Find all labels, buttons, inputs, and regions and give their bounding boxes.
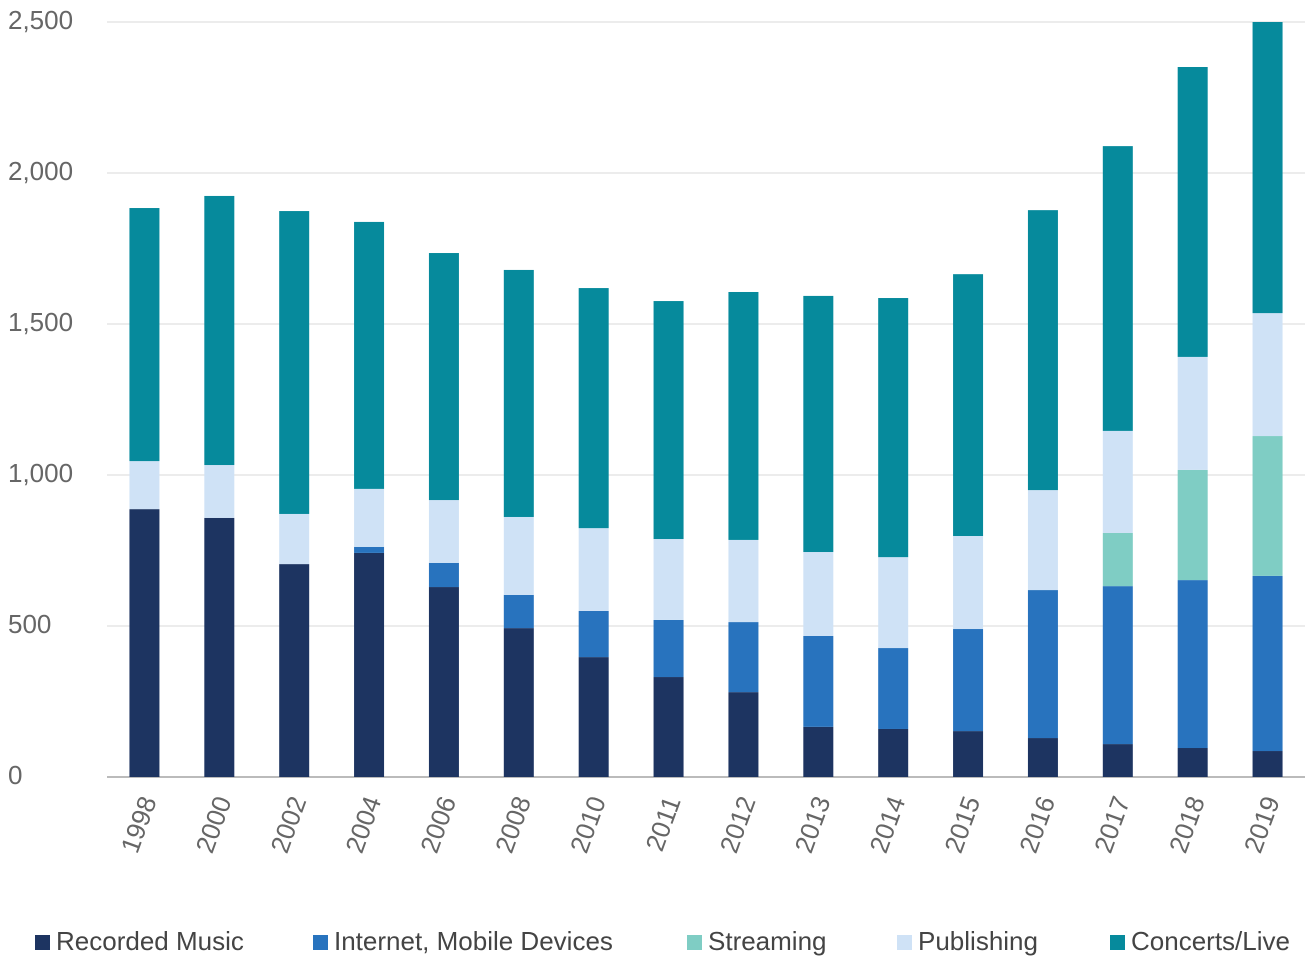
bar-segment — [803, 726, 834, 777]
legend-label: Publishing — [918, 926, 1038, 956]
bar-segment — [428, 587, 459, 777]
legend-label: Recorded Music — [56, 926, 244, 956]
legend-label: Concerts/Live — [1131, 926, 1290, 956]
bar-segment — [503, 594, 534, 629]
bar-segment — [503, 269, 534, 517]
bar-segment — [878, 728, 909, 777]
bar-segment — [204, 517, 235, 777]
bar-segment — [279, 564, 310, 777]
bar-segment — [354, 552, 385, 777]
legend-marker — [35, 935, 50, 950]
bar-segment — [204, 465, 235, 518]
y-tick-label: 2,000 — [8, 156, 73, 186]
y-tick-label: 500 — [8, 609, 51, 639]
bar-segment — [1252, 575, 1283, 752]
bar-segment — [1177, 748, 1208, 777]
bar-segment — [1102, 586, 1133, 745]
legend-marker — [897, 935, 912, 950]
bar-segment — [1027, 590, 1058, 739]
bar-segment — [503, 628, 534, 777]
bar-segment — [1177, 580, 1208, 749]
legend-marker — [313, 935, 328, 950]
bar-segment — [578, 610, 609, 658]
bar-segment — [578, 657, 609, 777]
bar-segment — [578, 288, 609, 529]
bar-segment — [129, 461, 160, 510]
legend-marker — [1110, 935, 1125, 950]
bar-segment — [578, 528, 609, 611]
y-tick-label: 1,000 — [8, 458, 73, 488]
bar-segment — [129, 509, 160, 777]
bar-segment — [653, 677, 684, 777]
bar-segment — [878, 298, 909, 558]
bar-segment — [1177, 66, 1208, 357]
y-tick-label: 0 — [8, 760, 22, 790]
bar-segment — [953, 629, 984, 732]
x-tick-label: 2010 — [564, 792, 612, 857]
x-tick-label: 2014 — [863, 792, 911, 857]
bar-segment — [1252, 313, 1283, 437]
x-tick-label: 2019 — [1238, 792, 1286, 857]
bar-segment — [1027, 738, 1058, 777]
bar-segment — [878, 557, 909, 649]
bar-segment — [428, 253, 459, 501]
y-tick-label: 2,500 — [8, 5, 73, 35]
bar-segment — [204, 195, 235, 466]
bar-segment — [803, 635, 834, 727]
bar-segment — [803, 295, 834, 553]
bar-segment — [354, 221, 385, 489]
x-tick-label: 2000 — [189, 792, 237, 857]
bar-segment — [803, 552, 834, 636]
bar-segment — [428, 500, 459, 563]
bar-segment — [728, 692, 759, 777]
bar-segment — [653, 539, 684, 620]
bar-segment — [953, 536, 984, 630]
legend-label: Internet, Mobile Devices — [334, 926, 613, 956]
bar-segment — [728, 291, 759, 540]
bar-segment — [354, 546, 385, 553]
x-tick-label: 2015 — [938, 792, 986, 857]
bar-segment — [1177, 356, 1208, 470]
bar-segment — [354, 488, 385, 547]
x-tick-label: 2004 — [339, 792, 387, 857]
x-tick-label: 2013 — [788, 792, 836, 857]
bar-segment — [728, 622, 759, 693]
bar-segment — [1102, 532, 1133, 587]
bar-segment — [728, 539, 759, 623]
x-tick-label: 2008 — [489, 792, 537, 857]
bar-segment — [953, 731, 984, 777]
bar-segment — [878, 648, 909, 729]
bar-segment — [1177, 469, 1208, 581]
bar-segment — [1102, 430, 1133, 533]
legend-label: Streaming — [708, 926, 827, 956]
bar-segment — [279, 211, 310, 514]
bar-segment — [653, 301, 684, 540]
x-tick-label: 2011 — [639, 792, 686, 855]
x-tick-label: 2017 — [1088, 792, 1136, 857]
bar-segment — [1027, 490, 1058, 591]
bar-segment — [953, 274, 984, 537]
x-tick-label: 2012 — [714, 792, 762, 857]
x-tick-label: 2016 — [1013, 792, 1061, 857]
x-tick-label: 2006 — [414, 792, 462, 857]
bar-segment — [503, 516, 534, 595]
x-tick-label: 1998 — [115, 792, 163, 857]
bar-segment — [1027, 210, 1058, 491]
y-tick-label: 1,500 — [8, 307, 73, 337]
bar-segment — [1102, 146, 1133, 431]
x-tick-label: 2018 — [1163, 792, 1211, 857]
bar-segment — [1252, 22, 1283, 314]
bar-segment — [1252, 436, 1283, 576]
bar-segment — [129, 208, 160, 462]
legend-marker — [687, 935, 702, 950]
x-tick-label: 2002 — [264, 792, 312, 857]
bar-segment — [279, 513, 310, 565]
bar-segment — [428, 562, 459, 588]
bar-segment — [1252, 751, 1283, 777]
bar-segment — [1102, 744, 1133, 777]
bar-segment — [653, 619, 684, 678]
